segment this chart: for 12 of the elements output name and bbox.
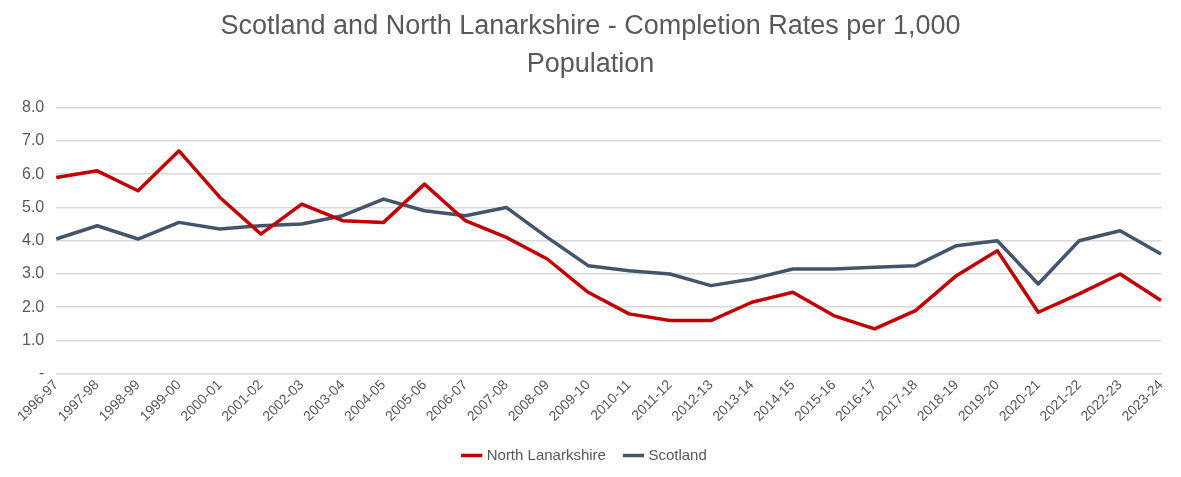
y-tick-label: 7.0 [21, 131, 45, 149]
y-tick-label: 5.0 [21, 197, 45, 215]
legend-label: Scotland [648, 445, 707, 463]
y-tick-label: 4.0 [21, 231, 45, 249]
y-tick-label: 8.0 [21, 98, 45, 116]
y-tick-label: - [38, 364, 45, 382]
y-tick-label: 2.0 [21, 297, 45, 315]
y-tick-label: 1.0 [21, 330, 45, 348]
y-tick-label: 3.0 [21, 264, 45, 282]
chart-title: Scotland and North Lanarkshire - Completion Rates per 1,000 Population [219, 9, 962, 80]
legend-label: North Lanarkshire [486, 445, 606, 463]
y-tick-label: 6.0 [21, 164, 45, 182]
